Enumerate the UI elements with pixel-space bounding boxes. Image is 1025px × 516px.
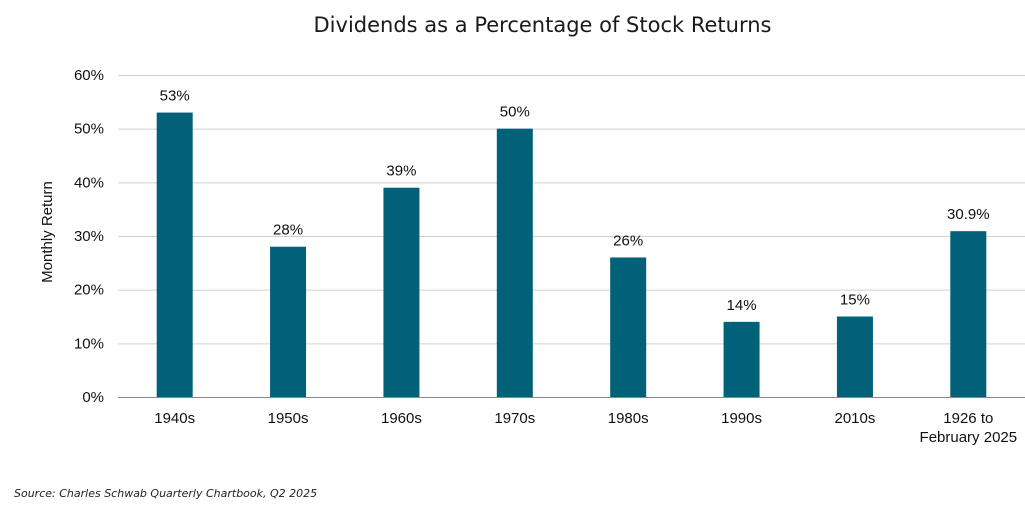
x-tick-label: 1980s (608, 410, 649, 427)
y-tick-label: 40% (74, 174, 104, 191)
x-tick-label: 1960s (381, 410, 422, 427)
bar (156, 112, 193, 398)
bar-chart: 0% 10% 20% 30% 40% 50% 60% 53% 28% 39% 50% 26% 14% 1… (39, 67, 1025, 446)
x-tick-label: 1926 to February 2025 (920, 410, 1018, 446)
chart-title: Dividends as a Percentage of Stock Retur… (313, 13, 772, 37)
y-tick-label: 0% (82, 389, 104, 406)
y-tick-label: 30% (74, 228, 104, 245)
bars (156, 112, 987, 398)
y-axis-ticks: 0% 10% 20% 30% 40% 50% 60% (74, 67, 104, 406)
y-axis-label: Monthly Return (39, 181, 56, 283)
bar (723, 321, 760, 397)
x-tick-label: 1950s (268, 410, 309, 427)
x-tick-label: 2010s (835, 410, 876, 427)
bar (270, 246, 307, 397)
bar (383, 187, 420, 397)
data-label: 15% (840, 292, 870, 309)
x-tick-label: 1990s (721, 410, 762, 427)
data-label: 14% (727, 297, 757, 314)
y-tick-label: 60% (74, 67, 104, 84)
data-label: 28% (273, 222, 303, 239)
data-label: 30.9% (947, 206, 990, 223)
data-label: 50% (500, 104, 530, 121)
y-tick-label: 50% (74, 121, 104, 138)
bar (496, 128, 533, 397)
x-axis-ticks: 1940s 1950s 1960s 1970s 1980s 1990s 2010s 1926 … (154, 410, 1017, 446)
data-label: 39% (386, 163, 416, 180)
data-label: 26% (613, 232, 643, 249)
x-tick-label: 1940s (154, 410, 195, 427)
bar (610, 257, 647, 397)
grid-lines (118, 75, 1025, 345)
y-tick-label: 20% (74, 282, 104, 299)
x-tick-label: 1970s (494, 410, 535, 427)
bar (836, 316, 873, 397)
data-labels: 53% 28% 39% 50% 26% 14% 15% 30.9% (160, 88, 990, 314)
bar (950, 231, 987, 397)
data-label: 53% (160, 88, 190, 105)
source-note: Source: Charles Schwab Quarterly Chartbo… (14, 487, 318, 500)
y-tick-label: 10% (74, 335, 104, 352)
